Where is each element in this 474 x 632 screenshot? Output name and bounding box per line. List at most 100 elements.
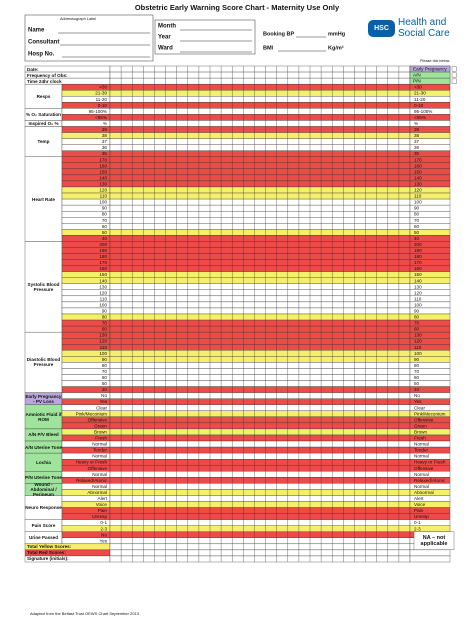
row-label-right: Normal	[414, 442, 429, 447]
grid-row	[109, 174, 411, 182]
grid-row	[109, 301, 411, 309]
row-label-right: Heavy or Fresh	[414, 460, 446, 465]
section-label: Total Red Scores:	[27, 550, 66, 556]
row-label-right: 180	[414, 254, 422, 259]
grid-row	[109, 265, 411, 272]
row-label-right: 160	[414, 163, 422, 168]
row-label-right: 120	[414, 290, 422, 295]
grid-row	[109, 507, 411, 514]
grid-row	[109, 162, 411, 170]
row-label: Heavy or Fresh	[76, 460, 108, 465]
year-label: Year	[158, 35, 171, 41]
row-label-right: 70	[414, 369, 420, 374]
please-tick: Please tick below	[420, 59, 450, 63]
row-label-right: Normal	[414, 472, 429, 477]
row-label: Unresp	[92, 514, 107, 519]
row-label-right: 100	[414, 351, 422, 356]
row-label-right: 0-1	[414, 520, 421, 525]
row-label-right: 90	[414, 357, 420, 362]
row-label-right: 50	[414, 230, 420, 235]
row-label: 180	[99, 254, 107, 259]
tick-label: P/N	[413, 79, 421, 84]
section-label: Early Pregnancy - PV Loss	[25, 393, 62, 404]
row-label: 60	[102, 375, 108, 380]
grid-row	[109, 440, 411, 448]
section-label: Neuro Response	[25, 505, 62, 511]
row-label: 2-3	[100, 526, 107, 531]
grid-row	[109, 344, 411, 351]
row-label-right: 110	[414, 345, 422, 350]
grid-row	[109, 434, 411, 442]
row-label-right: 70	[414, 321, 420, 326]
row-label-right: 21-30	[414, 91, 426, 96]
grid-row	[109, 156, 411, 163]
row-label-right: 110	[414, 194, 422, 199]
section-label: Inspired O₂ %	[28, 120, 59, 126]
grid-row	[109, 319, 411, 327]
row-label: Alert	[98, 496, 108, 501]
grid-row	[109, 192, 411, 200]
grid-row	[109, 235, 411, 242]
row-label: 37	[102, 139, 108, 144]
row-label-right: 2-3	[414, 526, 421, 531]
mmhg-label: mmHg	[328, 31, 345, 37]
grid-row	[109, 483, 411, 490]
row-label: 190	[99, 248, 107, 253]
tick-box	[451, 72, 457, 78]
row-label: 80	[102, 212, 108, 217]
section-label: Date:	[27, 66, 39, 72]
row-label: 150	[99, 272, 107, 277]
row-label-right: 38	[414, 133, 420, 138]
row-label: Voice	[96, 502, 108, 507]
row-label-right: 100	[414, 302, 422, 307]
grid-row	[109, 338, 411, 345]
row-label-right: No	[414, 393, 420, 398]
section-label: Signature (initials):	[27, 556, 69, 562]
row-label-right: Tender	[414, 448, 429, 453]
section-label: Temp	[37, 139, 50, 145]
row-label-right: Abnormal	[414, 490, 434, 495]
grid-row	[109, 83, 411, 91]
grid-row	[109, 253, 411, 260]
tick-label: Early Pregnancy	[413, 67, 447, 72]
row-label-right: 140	[414, 175, 422, 180]
grid-row	[109, 210, 411, 218]
hosp-no-label: Hosp No.	[28, 52, 55, 58]
row-label-right: Voice	[414, 502, 426, 507]
grid-row	[109, 186, 411, 194]
row-label: 80	[102, 363, 108, 368]
month-label: Month	[158, 24, 176, 30]
row-label-right: 80	[414, 212, 420, 217]
section-label: Amniotic Fluid if ROM	[25, 411, 62, 422]
grid-row	[109, 120, 411, 127]
grid-row	[109, 126, 411, 133]
addressograph-box	[24, 14, 154, 62]
row-label: 170	[99, 157, 107, 162]
row-label: Normal	[92, 454, 107, 459]
row-label-right: 39	[414, 127, 420, 132]
grid-row	[109, 247, 411, 254]
grid-row	[109, 277, 411, 284]
row-label: 40	[102, 236, 108, 241]
grid-row	[109, 313, 411, 321]
section-label: % O₂ Saturation	[26, 111, 61, 117]
grid-row	[109, 114, 411, 121]
grid-row	[109, 217, 411, 224]
footer: Adapted from the Belfast Trust OEWS Char…	[30, 611, 140, 616]
section-label: Frequency of Obs:	[27, 72, 68, 78]
consultant-label: Consultant	[28, 40, 59, 46]
booking-bp-label: Booking BP	[263, 31, 294, 37]
row-label: Brown	[94, 429, 107, 434]
section-label: A/N Uterine Tone	[25, 444, 62, 450]
row-label-right: 130	[414, 284, 422, 289]
row-label-right: 80	[414, 363, 420, 368]
row-label: Normal	[92, 472, 107, 477]
row-label: 150	[99, 169, 107, 174]
row-label: 130	[99, 181, 107, 186]
row-label: Offensive	[88, 466, 108, 471]
section-label: A/N P/V Bleed	[28, 432, 59, 438]
row-label: No	[101, 393, 107, 398]
grid-row	[109, 404, 411, 411]
row-label-right: 130	[414, 333, 422, 338]
